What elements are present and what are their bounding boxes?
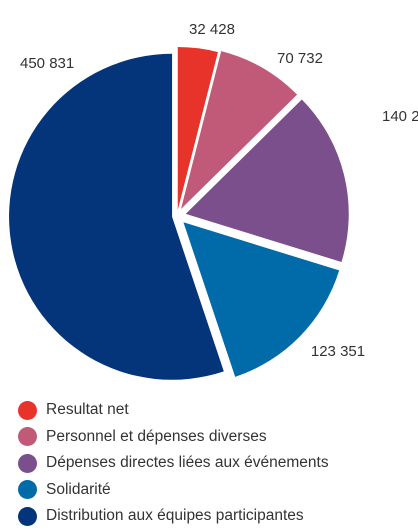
pie-slice-resultat-net	[177, 47, 218, 211]
legend-swatch-personnel	[18, 427, 37, 447]
pie-slice-distribution	[9, 53, 224, 380]
pie-slice-personnel	[180, 51, 298, 210]
pie-chart: 32 428 70 732 140 238 123 351 450 831	[9, 21, 418, 380]
chart-legend: Resultat net Personnel et dépenses diver…	[18, 397, 329, 530]
legend-swatch-distribution	[18, 506, 37, 526]
value-label-solidarite: 123 351	[311, 343, 365, 360]
value-label-personnel: 70 732	[277, 50, 323, 67]
legend-item-distribution: Distribution aux équipes participantes	[18, 503, 329, 530]
legend-swatch-solidarite	[18, 480, 37, 500]
value-label-distribution: 450 831	[20, 55, 74, 72]
legend-label-solidarite: Solidarité	[46, 480, 111, 498]
legend-label-distribution: Distribution aux équipes participantes	[46, 507, 304, 525]
legend-item-resultat-net: Resultat net	[18, 397, 329, 424]
legend-label-personnel: Personnel et dépenses diverses	[46, 427, 267, 445]
legend-item-depenses-directes: Dépenses directes liées aux événements	[18, 450, 329, 477]
legend-item-personnel: Personnel et dépenses diverses	[18, 424, 329, 451]
legend-label-resultat-net: Resultat net	[46, 401, 129, 419]
pie-slice-depenses-directes	[185, 99, 349, 262]
legend-item-solidarite: Solidarité	[18, 477, 329, 504]
legend-swatch-depenses-directes	[18, 453, 37, 473]
pie-slice-solidarite	[183, 222, 340, 377]
value-label-resultat-net: 32 428	[189, 21, 235, 38]
value-label-depenses-directes: 140 238	[382, 108, 418, 125]
legend-swatch-resultat-net	[18, 400, 37, 420]
legend-label-depenses-directes: Dépenses directes liées aux événements	[46, 454, 329, 472]
